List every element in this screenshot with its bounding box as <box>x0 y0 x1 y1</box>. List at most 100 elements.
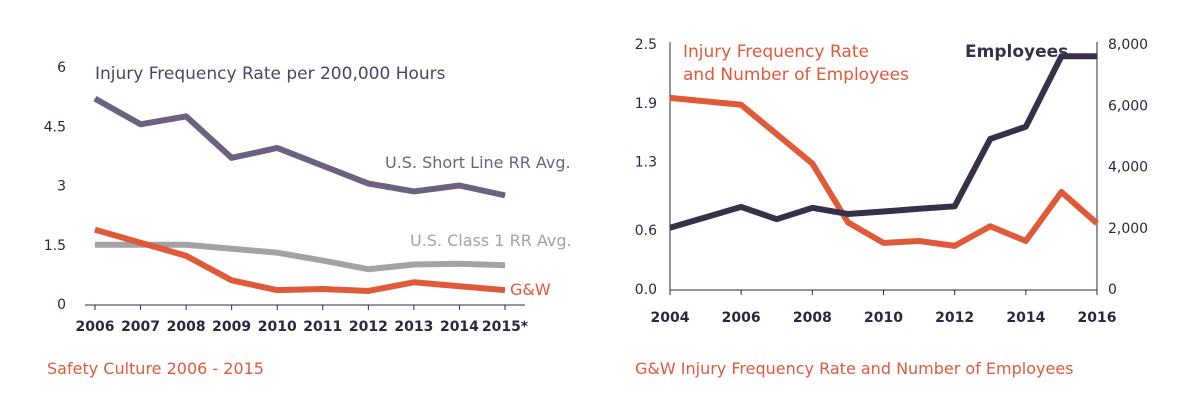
x-tick-label: 2015* <box>482 319 529 335</box>
data-point-injury-frequency-rate <box>883 242 884 244</box>
right-y-tick-label: 0 <box>1108 282 1117 298</box>
data-point-injury-frequency-rate <box>1060 191 1062 193</box>
y-tick-label: 6 <box>57 60 66 76</box>
data-point-employees <box>669 227 671 229</box>
data-point-u-s-short-line-rr-avg <box>322 165 324 167</box>
data-point-u-s-short-line-rr-avg <box>276 147 278 149</box>
data-point-employees <box>811 207 813 209</box>
data-point-u-s-short-line-rr-avg <box>140 123 142 125</box>
data-point-injury-frequency-rate <box>1025 240 1027 242</box>
data-point-u-s-class-1-rr-avg <box>231 248 233 250</box>
data-point-injury-frequency-rate <box>918 240 920 242</box>
series-line-employees <box>669 53 1097 231</box>
data-point-employees <box>883 211 884 213</box>
data-point-u-s-short-line-rr-avg <box>94 98 96 100</box>
data-point-u-s-short-line-rr-avg <box>413 190 415 192</box>
data-point-g-w <box>94 229 96 231</box>
x-axis-ticks: 2004 2006 2008 2010 2012 2014 2016 <box>651 290 1117 326</box>
chart-caption: G&W Injury Frequency Rate and Number of … <box>635 359 1074 378</box>
data-point-u-s-class-1-rr-avg <box>504 264 506 266</box>
data-point-g-w <box>322 288 324 290</box>
data-point-u-s-class-1-rr-avg <box>458 263 460 265</box>
safety-culture-chart: 64.531.50 2006 2007 2008 2009 2010 2011 2012 20… <box>44 60 572 378</box>
data-point-employees <box>776 218 778 220</box>
x-tick-label: 2016 <box>1078 310 1117 326</box>
x-tick-label: 2012 <box>935 310 974 326</box>
data-point-employees <box>1096 55 1098 57</box>
series-line-injury-frequency-rate <box>669 94 1099 249</box>
data-point-employees <box>740 206 742 208</box>
chart-title: Injury Frequency Rate per 200,000 Hours <box>95 64 446 84</box>
data-point-u-s-short-line-rr-avg <box>367 183 369 185</box>
chart-caption: Safety Culture 2006 - 2015 <box>47 359 264 378</box>
data-point-injury-frequency-rate <box>740 104 742 106</box>
data-point-u-s-class-1-rr-avg <box>185 244 187 246</box>
data-point-g-w <box>458 285 460 287</box>
x-tick-label: 2014 <box>1006 310 1045 326</box>
chart-title-line-1: Injury Frequency Rate <box>683 42 869 62</box>
left-y-axis-ticks: 2.5 1.9 1.3 0.6 0.0 <box>635 37 657 298</box>
data-point-g-w <box>276 289 278 291</box>
left-y-tick-label: 0.6 <box>635 223 657 239</box>
series-label-short-line: U.S. Short Line RR Avg. <box>385 153 571 172</box>
series-line-u-s-class-1-rr-avg <box>95 241 506 273</box>
x-tick-label: 2008 <box>167 319 206 335</box>
y-tick-label: 4.5 <box>44 119 66 135</box>
data-point-employees <box>918 208 920 210</box>
x-tick-label: 2008 <box>793 310 832 326</box>
y-tick-label: 3 <box>57 179 66 195</box>
left-y-tick-label: 0.0 <box>635 282 657 298</box>
data-point-injury-frequency-rate <box>669 97 671 99</box>
data-point-u-s-short-line-rr-avg <box>458 185 460 186</box>
y-axis-ticks: 6 4.5 3 1.5 0 <box>44 60 66 313</box>
data-point-g-w <box>231 279 233 281</box>
right-y-axis-ticks: 8,000 6,000 4,000 2,000 0 <box>1108 37 1148 298</box>
data-point-injury-frequency-rate <box>989 225 991 227</box>
right-y-tick-label: 8,000 <box>1108 37 1148 53</box>
data-point-u-s-class-1-rr-avg <box>322 260 324 262</box>
data-point-u-s-class-1-rr-avg <box>276 252 278 254</box>
data-point-employees <box>1025 126 1027 128</box>
series-label-class-1: U.S. Class 1 RR Avg. <box>410 231 572 250</box>
series-lines <box>669 53 1099 249</box>
series-lines <box>93 95 506 294</box>
data-point-u-s-short-line-rr-avg <box>504 194 506 196</box>
x-tick-label: 2012 <box>349 319 388 335</box>
x-tick-label: 2014 <box>440 319 479 335</box>
series-line-g-w <box>94 226 506 294</box>
x-tick-label: 2011 <box>303 319 342 335</box>
y-tick-label: 1.5 <box>44 238 66 254</box>
data-point-employees <box>1060 55 1062 57</box>
y-tick-label: 0 <box>57 297 66 313</box>
data-point-g-w <box>140 242 142 244</box>
data-point-employees <box>989 138 991 140</box>
data-point-u-s-class-1-rr-avg <box>94 244 96 246</box>
data-point-u-s-short-line-rr-avg <box>185 115 187 117</box>
data-point-injury-frequency-rate <box>847 221 849 223</box>
x-tick-label: 2013 <box>394 319 433 335</box>
data-point-g-w <box>367 290 369 292</box>
x-tick-label: 2007 <box>121 319 160 335</box>
x-tick-label: 2009 <box>212 319 251 335</box>
right-y-tick-label: 4,000 <box>1108 160 1148 176</box>
employees-chart: 2.5 1.9 1.3 0.6 0.0 8,000 6,000 4,000 2,000 0 20… <box>635 37 1148 378</box>
right-y-tick-label: 2,000 <box>1108 221 1148 237</box>
data-point-u-s-short-line-rr-avg <box>231 157 233 159</box>
series-label-employees: Employees <box>965 42 1068 62</box>
x-axis-ticks: 2006 2007 2008 2009 2010 2011 2012 2013 2014 2015… <box>76 305 529 335</box>
data-point-u-s-class-1-rr-avg <box>413 264 415 265</box>
data-point-g-w <box>504 289 506 291</box>
left-y-tick-label: 1.3 <box>635 155 657 171</box>
data-point-employees <box>847 213 849 215</box>
series-line-u-s-short-line-rr-avg <box>93 95 506 199</box>
x-tick-label: 2010 <box>258 319 297 335</box>
data-point-injury-frequency-rate <box>1096 222 1098 224</box>
data-point-g-w <box>185 255 187 257</box>
x-tick-label: 2006 <box>722 310 761 326</box>
data-point-g-w <box>413 281 415 283</box>
data-point-employees <box>954 205 956 207</box>
x-tick-label: 2010 <box>864 310 903 326</box>
data-point-injury-frequency-rate <box>954 245 956 247</box>
data-point-injury-frequency-rate <box>811 163 813 165</box>
